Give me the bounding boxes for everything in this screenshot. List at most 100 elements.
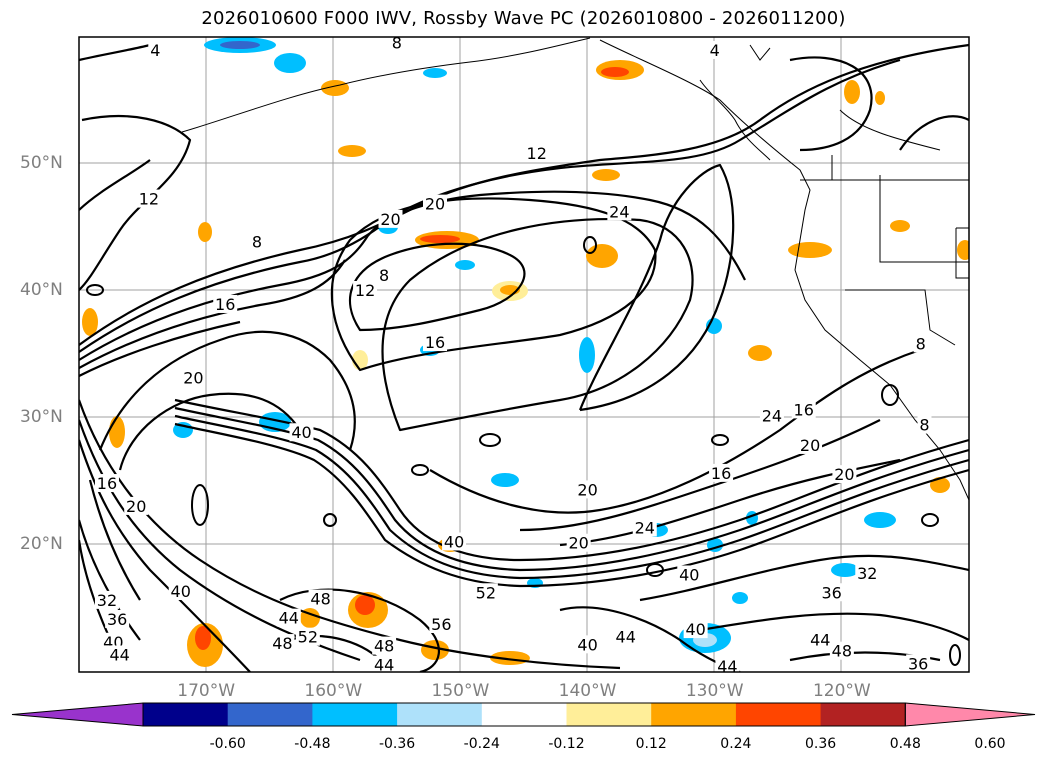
contour-label: 4: [150, 41, 160, 60]
contour-label: 48: [272, 634, 292, 653]
contour-label: 24: [635, 518, 655, 537]
lat-label: 30°N: [20, 407, 63, 427]
contour-label-bg: [808, 630, 833, 649]
lon-label: 170°W: [177, 681, 236, 701]
contour-label: 20: [126, 497, 146, 516]
contour-label-bg: [798, 435, 823, 454]
contour-label: 48: [310, 590, 330, 609]
contour-label-bg: [913, 334, 928, 353]
contour-label-bg: [632, 518, 657, 537]
contour-label: 16: [215, 295, 235, 314]
contour-label: 32: [857, 564, 877, 583]
contour-label-bg: [677, 565, 702, 584]
contour-label: 44: [110, 645, 130, 664]
contour-label-bg: [107, 645, 132, 664]
contour-label: 16: [794, 400, 814, 419]
contour-label: 20: [834, 465, 854, 484]
colorbar-tick: -0.12: [548, 736, 585, 752]
contour-label: 52: [476, 583, 496, 602]
contour-label-bg: [372, 636, 397, 655]
contour-label: 12: [527, 144, 547, 163]
contour-label: 40: [444, 532, 464, 551]
contour-label: 20: [380, 210, 400, 229]
iwv-small-contours: [86, 236, 961, 666]
contour-label-bg: [308, 589, 333, 608]
contour-label: 36: [822, 583, 842, 602]
contour-label: 8: [252, 233, 262, 252]
lat-label: 40°N: [20, 280, 63, 300]
contour-label: 12: [139, 190, 159, 209]
contour-label-bg: [575, 635, 600, 654]
contour-label: 44: [279, 609, 299, 628]
colorbar-swatch: [143, 703, 229, 726]
contour-label: 44: [616, 628, 636, 647]
colorbar-extend-low: [11, 702, 144, 727]
colorbar-tick: 0.12: [635, 736, 667, 752]
colorbar-swatch: [481, 703, 567, 726]
contour-label: 16: [425, 333, 445, 352]
contour-label-bg: [94, 474, 119, 493]
contour-label: 24: [762, 407, 782, 426]
contour-label: 8: [379, 266, 389, 285]
contour-label-bg: [94, 590, 119, 609]
contour-label-bg: [148, 40, 163, 59]
colorbar-swatch: [312, 703, 398, 726]
contour-label: 20: [577, 480, 597, 499]
contour-label-bg: [855, 564, 880, 583]
contour-label-bg: [270, 634, 295, 653]
contour-label: 20: [425, 195, 445, 214]
contour-label: 16: [711, 464, 731, 483]
map-frame: [78, 36, 970, 673]
contour-label-bg: [832, 465, 857, 484]
contour-label: 8: [919, 416, 929, 435]
contour-label-bg: [372, 655, 397, 672]
contour-label-bg: [377, 265, 392, 284]
contour-label-bg: [709, 463, 734, 482]
contour-label-bg: [473, 583, 498, 602]
contour-label-bg: [819, 583, 844, 602]
contour-label-bg: [389, 37, 404, 52]
colorbar-swatch: [227, 703, 313, 726]
colorbar-frame: [142, 702, 906, 727]
contour-label-bg: [423, 194, 447, 213]
anomaly-shading: [82, 37, 969, 667]
contour-label-bg: [423, 333, 447, 352]
contour-label: 40: [577, 635, 597, 654]
colorbar-tick: 0.24: [720, 736, 752, 752]
contour-label: 4: [710, 41, 720, 60]
contour-label-bg: [181, 368, 206, 387]
contour-label: 40: [171, 582, 191, 601]
lon-label: 150°W: [431, 681, 490, 701]
contour-label: 36: [107, 610, 127, 629]
contour-label-bg: [566, 533, 591, 552]
contour-label: 56: [431, 615, 451, 634]
plot-title: 2026010600 F000 IWV, Rossby Wave PC (202…: [201, 8, 846, 29]
colorbar: [11, 702, 1036, 727]
contour-label: 44: [717, 657, 737, 676]
contour-label: 44: [810, 630, 830, 649]
contour-label-bg: [429, 615, 454, 634]
colorbar-tick: 0.60: [974, 736, 1006, 752]
contour-label: 20: [800, 436, 820, 455]
colorbar-tick: -0.36: [378, 736, 416, 752]
contour-label-bg: [378, 209, 403, 228]
contour-label: 44: [374, 656, 394, 675]
contour-label-bg: [759, 406, 784, 425]
lon-label: 130°W: [685, 681, 744, 701]
contour-label: 40: [679, 565, 699, 584]
lon-label: 160°W: [304, 681, 363, 701]
contour-label: 48: [374, 637, 394, 656]
contour-label-bg: [575, 480, 600, 499]
contour-label: 24: [609, 202, 629, 221]
contour-label-bg: [524, 143, 549, 162]
coastlines: [181, 37, 969, 501]
colorbar-tick: -0.60: [209, 736, 246, 752]
contour-label: 20: [568, 534, 588, 553]
lon-label: 140°W: [558, 681, 617, 701]
colorbar-tick: -0.48: [294, 736, 331, 752]
contour-label-bg: [715, 656, 740, 672]
contour-label-bg: [289, 423, 314, 442]
contour-label-bg: [295, 627, 320, 646]
contour-label-bg: [250, 232, 264, 251]
